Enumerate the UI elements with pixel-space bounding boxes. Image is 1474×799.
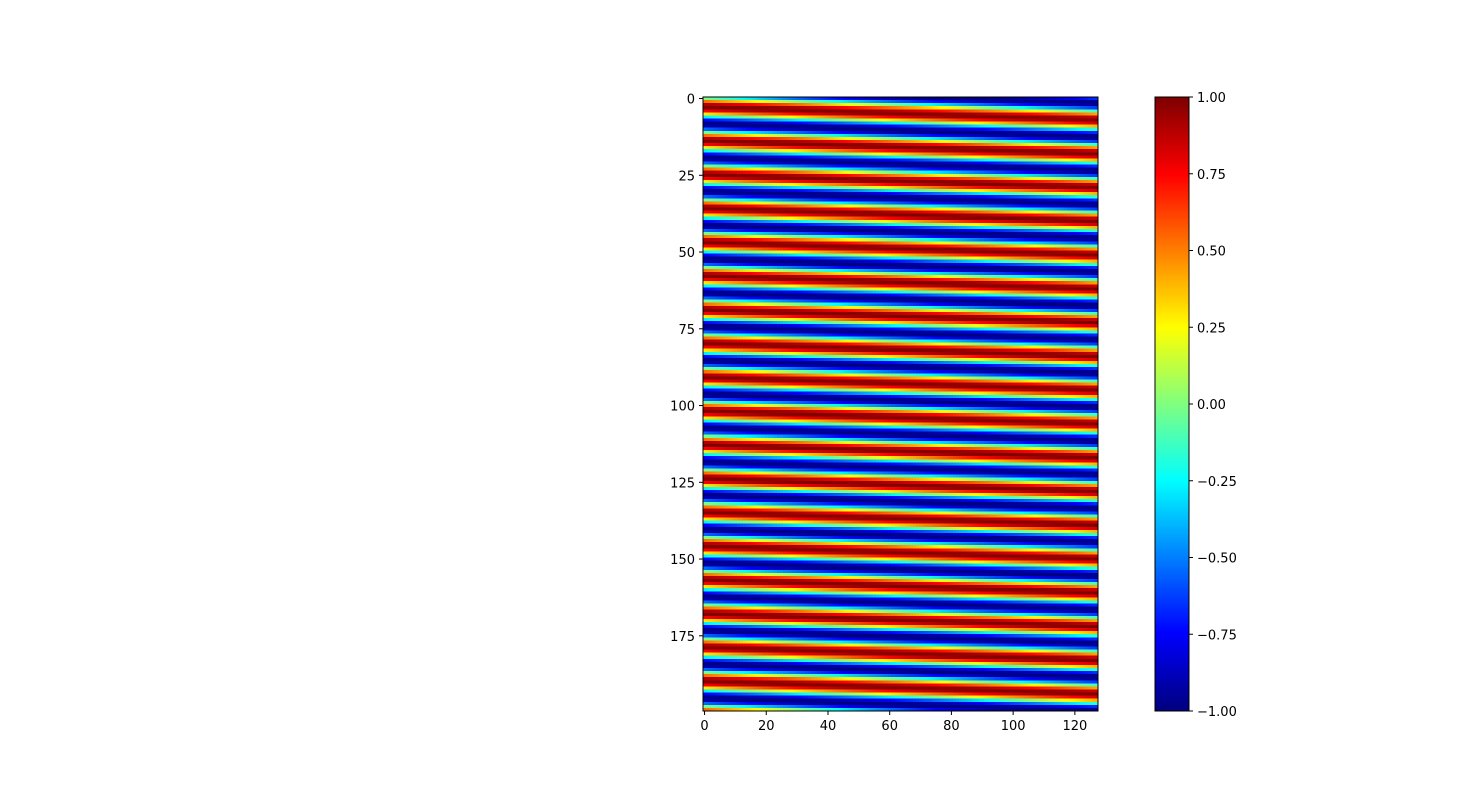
y-tick-label: 125	[670, 476, 695, 491]
x-tick-label: 40	[820, 719, 837, 734]
x-tick-label: 120	[1062, 719, 1087, 734]
colorbar-axis: −1.00 −0.75 −0.50 −0.25 0.00 0.25 0.50 0.75 1.00	[1189, 91, 1237, 720]
colorbar-gradient	[1155, 97, 1189, 711]
heatmap-frame	[702, 96, 1099, 712]
x-tick-label: 100	[1001, 719, 1026, 734]
y-tick-label: 25	[678, 169, 695, 184]
heatmap-area	[702, 96, 1099, 712]
y-tick-label: 175	[670, 630, 695, 645]
colorbar-tick-label: −1.00	[1197, 705, 1237, 720]
x-tick-label: 60	[881, 719, 898, 734]
colorbar-tick-label: −0.25	[1197, 475, 1237, 490]
x-tick-label: 20	[758, 719, 775, 734]
x-tick-label: 80	[943, 719, 960, 734]
colorbar-tick-label: 1.00	[1197, 91, 1226, 106]
colorbar-tick-label: 0.25	[1197, 321, 1226, 336]
y-tick-label: 75	[678, 323, 695, 338]
colorbar: −1.00 −0.75 −0.50 −0.25 0.00 0.25 0.50 0.75 1.00	[1154, 91, 1237, 720]
colorbar-tick-label: 0.00	[1197, 398, 1226, 413]
x-axis: 0 20 40 60 80 100 120	[700, 711, 1087, 734]
heatmap-image	[703, 97, 1098, 711]
y-tick-label: 100	[670, 400, 695, 415]
y-tick-label: 50	[678, 246, 695, 261]
y-axis: 0 25 50 75 100 125 150 175	[670, 93, 703, 645]
colorbar-tick-label: 0.50	[1197, 245, 1226, 260]
colorbar-tick-label: −0.50	[1197, 552, 1237, 567]
colorbar-tick-label: −0.75	[1197, 628, 1237, 643]
x-tick-label: 0	[700, 719, 708, 734]
colorbar-tick-label: 0.75	[1197, 168, 1226, 183]
y-tick-label: 150	[670, 553, 695, 568]
y-tick-label: 0	[687, 93, 695, 108]
